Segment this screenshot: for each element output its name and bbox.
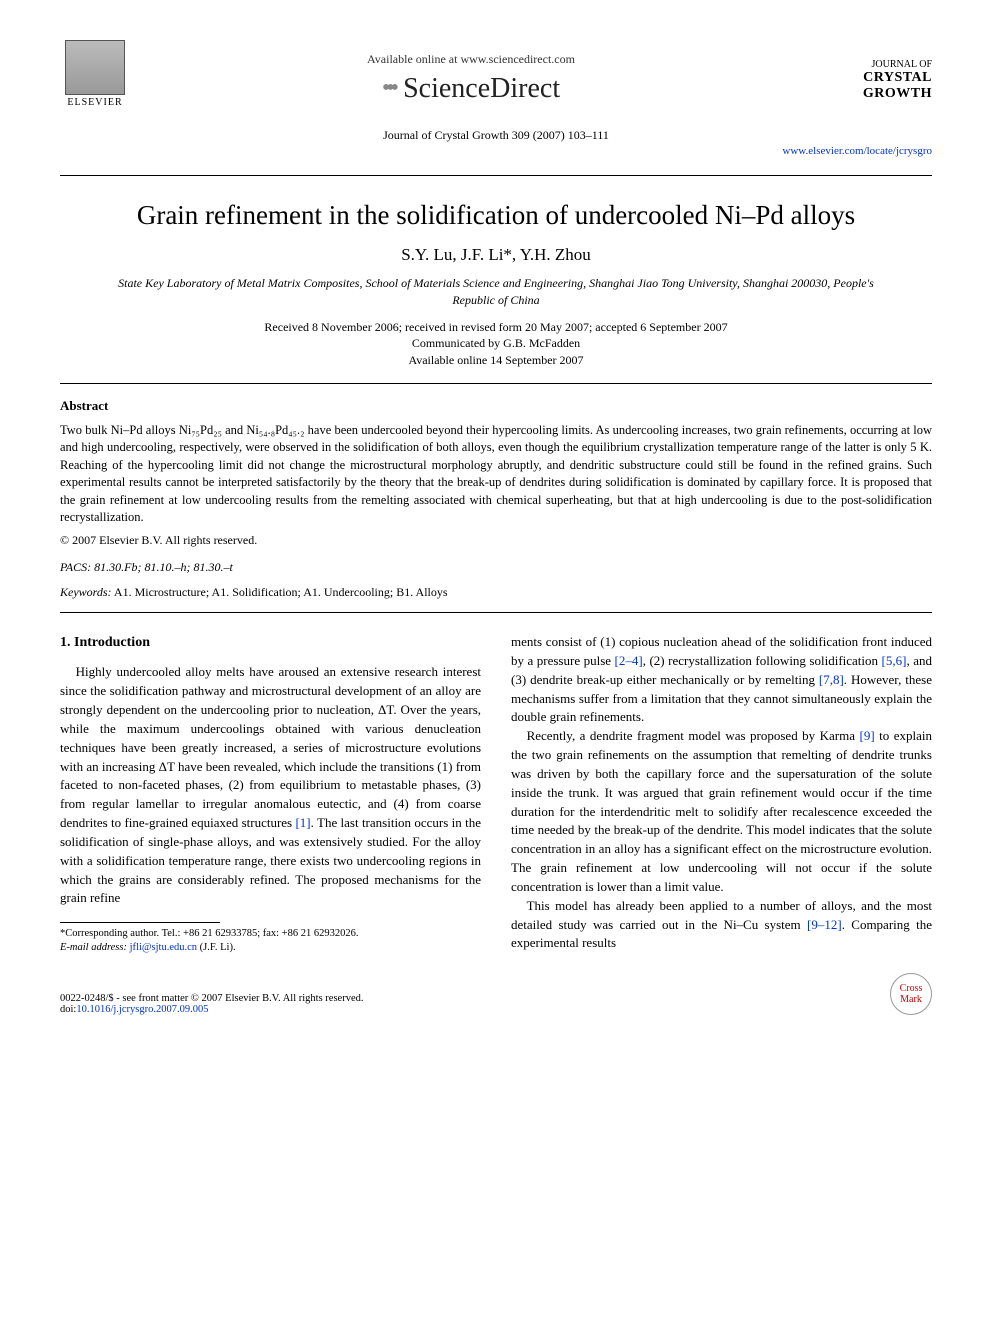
intro-para-3: This model has already been applied to a… xyxy=(511,897,932,954)
keywords-list: A1. Microstructure; A1. Solidification; … xyxy=(114,585,448,599)
abstract-top-rule xyxy=(60,383,932,384)
footnote-corresponding: *Corresponding author. Tel.: +86 21 6293… xyxy=(60,927,481,941)
sciencedirect-icon: ••• xyxy=(382,75,395,102)
footer-left: 0022-0248/$ - see front matter © 2007 El… xyxy=(60,993,363,1015)
date-received: Received 8 November 2006; received in re… xyxy=(60,319,932,336)
keywords-line: Keywords: A1. Microstructure; A1. Solidi… xyxy=(60,585,932,600)
journal-url[interactable]: www.elsevier.com/locate/jcrysgro xyxy=(60,145,932,157)
header-row: ELSEVIER Available online at www.science… xyxy=(60,40,932,120)
pacs-codes: 81.30.Fb; 81.10.–h; 81.30.–t xyxy=(94,560,233,574)
available-online-text: Available online at www.sciencedirect.co… xyxy=(130,52,812,67)
abstract-bottom-rule xyxy=(60,612,932,613)
abstract-copyright: © 2007 Elsevier B.V. All rights reserved… xyxy=(60,533,932,548)
elsevier-word: ELSEVIER xyxy=(60,97,130,108)
ref-1[interactable]: [1] xyxy=(295,815,310,830)
article-title: Grain refinement in the solidification o… xyxy=(60,200,932,231)
ref-9[interactable]: [9] xyxy=(859,728,874,743)
top-rule xyxy=(60,175,932,176)
affiliation: State Key Laboratory of Metal Matrix Com… xyxy=(110,275,882,309)
footer-doi-line: doi:10.1016/j.jcrysgro.2007.09.005 xyxy=(60,1004,363,1015)
section-1-heading: 1. Introduction xyxy=(60,633,481,653)
elsevier-tree-icon xyxy=(65,40,125,95)
sciencedirect-text: ScienceDirect xyxy=(403,73,560,105)
sciencedirect-logo: ••• ScienceDirect xyxy=(130,73,812,105)
journal-badge-line2: CRYSTAL xyxy=(812,70,932,86)
footnote-email[interactable]: jfli@sjtu.edu.cn xyxy=(130,942,197,953)
footnote-email-suffix: (J.F. Li). xyxy=(200,942,236,953)
intro-para-2: Recently, a dendrite fragment model was … xyxy=(511,727,932,897)
doi-label: doi: xyxy=(60,1004,76,1015)
journal-badge-line1: JOURNAL OF xyxy=(812,59,932,70)
footnote-email-label: E-mail address: xyxy=(60,942,127,953)
column-left: 1. Introduction Highly undercooled alloy… xyxy=(60,633,481,955)
footer-issn: 0022-0248/$ - see front matter © 2007 El… xyxy=(60,993,363,1004)
intro-para-1-cont: ments consist of (1) copious nucleation … xyxy=(511,633,932,727)
abstract-heading: Abstract xyxy=(60,398,932,414)
footnote-block: *Corresponding author. Tel.: +86 21 6293… xyxy=(60,927,481,954)
date-communicated: Communicated by G.B. McFadden xyxy=(60,335,932,352)
footnote-email-line: E-mail address: jfli@sjtu.edu.cn (J.F. L… xyxy=(60,941,481,955)
ref-5-6[interactable]: [5,6] xyxy=(882,653,907,668)
ref-7-8[interactable]: [7,8] xyxy=(819,672,844,687)
body-columns: 1. Introduction Highly undercooled alloy… xyxy=(60,633,932,955)
elsevier-logo: ELSEVIER xyxy=(60,40,130,120)
abstract-body: Two bulk Ni–Pd alloys Ni₇₅Pd₂₅ and Ni₅₄.… xyxy=(60,422,932,527)
pacs-label: PACS: xyxy=(60,560,91,574)
authors: S.Y. Lu, J.F. Li*, Y.H. Zhou xyxy=(60,245,932,265)
abstract-text: Two bulk Ni–Pd alloys Ni₇₅Pd₂₅ and Ni₅₄.… xyxy=(60,422,932,527)
dates-block: Received 8 November 2006; received in re… xyxy=(60,319,932,369)
header-center: Available online at www.sciencedirect.co… xyxy=(130,52,812,109)
ref-2-4[interactable]: [2–4] xyxy=(615,653,643,668)
column-right: ments consist of (1) copious nucleation … xyxy=(511,633,932,955)
ref-9-12[interactable]: [9–12] xyxy=(807,917,842,932)
journal-badge: JOURNAL OF CRYSTAL GROWTH xyxy=(812,59,932,102)
keywords-label: Keywords: xyxy=(60,585,112,599)
footer-row: 0022-0248/$ - see front matter © 2007 El… xyxy=(60,973,932,1015)
intro-para-1: Highly undercooled alloy melts have arou… xyxy=(60,663,481,908)
pacs-line: PACS: 81.30.Fb; 81.10.–h; 81.30.–t xyxy=(60,560,932,575)
crossmark-icon[interactable]: Cross Mark xyxy=(890,973,932,1015)
doi-link[interactable]: 10.1016/j.jcrysgro.2007.09.005 xyxy=(76,1004,208,1015)
journal-badge-line3: GROWTH xyxy=(812,86,932,102)
footnote-separator xyxy=(60,922,220,923)
journal-citation: Journal of Crystal Growth 309 (2007) 103… xyxy=(60,128,932,143)
date-online: Available online 14 September 2007 xyxy=(60,352,932,369)
